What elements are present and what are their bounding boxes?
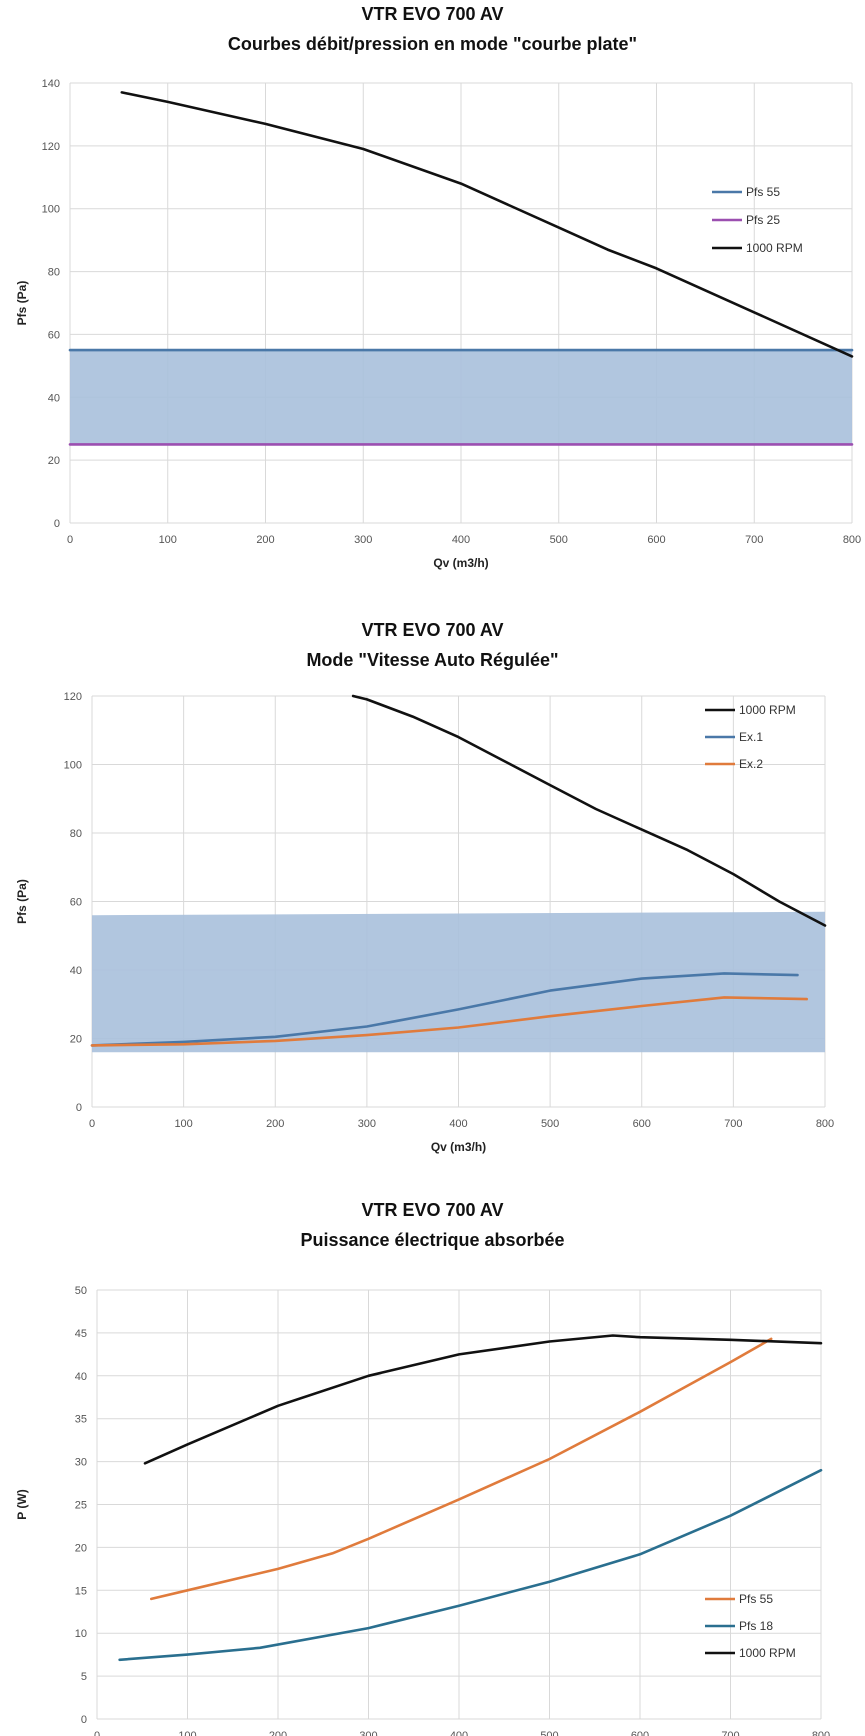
legend-label-2: Ex.2 <box>739 757 763 771</box>
y-tick-label-7: 35 <box>75 1414 87 1426</box>
x-tick-label-0: 0 <box>67 534 73 546</box>
x-tick-label-5: 500 <box>541 1118 559 1130</box>
chart-1-plot: 0 20 40 60 80 100 120 140 0 100 200 300 400 500 600 700… <box>15 78 861 570</box>
chart-2-subtitle: Mode "Vitesse Auto Régulée" <box>306 650 559 670</box>
shaded-band <box>70 350 852 445</box>
legend-label-1: Pfs 25 <box>746 213 780 227</box>
x-tick-label-7: 700 <box>745 534 763 546</box>
x-tick-label-7: 700 <box>721 1730 739 1736</box>
series-line-2 <box>120 91 854 358</box>
y-tick-label-2: 10 <box>75 1628 87 1640</box>
x-tick-label-4: 400 <box>452 534 470 546</box>
legend-label-1: Ex.1 <box>739 730 763 744</box>
chart-1-title: VTR EVO 700 AV <box>361 4 504 24</box>
x-tick-label-7: 700 <box>724 1118 742 1130</box>
series-line-2 <box>90 996 808 1047</box>
x-tick-label-4: 400 <box>449 1118 467 1130</box>
x-tick-label-5: 500 <box>540 1730 558 1736</box>
series-line-1 <box>90 972 799 1047</box>
x-tick-label-2: 200 <box>269 1730 287 1736</box>
y-tick-label-5: 25 <box>75 1500 87 1512</box>
y-tick-label-5: 100 <box>64 760 82 772</box>
x-tick-label-6: 600 <box>633 1118 651 1130</box>
x-tick-label-5: 500 <box>550 534 568 546</box>
x-tick-label-3: 300 <box>354 534 372 546</box>
series-line-1 <box>118 1468 823 1662</box>
y-tick-label-6: 120 <box>64 691 82 703</box>
x-tick-label-4: 400 <box>450 1730 468 1736</box>
legend: Pfs 55 Pfs 18 1000 RPM <box>705 1592 796 1660</box>
chart-1-subtitle: Courbes débit/pression en mode "courbe p… <box>227 34 638 54</box>
chart-1: VTR EVO 700 AV Courbes débit/pression en… <box>0 0 865 570</box>
chart-2: VTR EVO 700 AV Mode "Vitesse Auto Régulé… <box>0 610 865 1180</box>
y-tick-label-1: 20 <box>70 1034 82 1046</box>
y-axis-title: Pfs (Pa) <box>15 281 29 326</box>
y-tick-label-7: 140 <box>42 78 60 90</box>
y-tick-label-1: 5 <box>81 1671 87 1683</box>
x-axis-title: Qv (m3/h) <box>431 1140 486 1154</box>
legend-label-2: 1000 RPM <box>746 241 803 255</box>
y-tick-label-6: 30 <box>75 1457 87 1469</box>
x-tick-label-1: 100 <box>178 1730 196 1736</box>
x-tick-label-1: 100 <box>159 534 177 546</box>
x-tick-label-6: 600 <box>647 534 665 546</box>
x-tick-label-8: 800 <box>816 1118 834 1130</box>
x-tick-label-0: 0 <box>94 1730 100 1736</box>
chart-3: VTR EVO 700 AV Puissance électrique abso… <box>0 1190 865 1736</box>
legend-label-1: Pfs 18 <box>739 1619 773 1633</box>
y-tick-label-8: 40 <box>75 1371 87 1383</box>
legend-label-0: 1000 RPM <box>739 703 796 717</box>
legend: 1000 RPM Ex.1 Ex.2 <box>705 703 796 771</box>
y-tick-label-3: 60 <box>70 897 82 909</box>
legend-label-2: 1000 RPM <box>739 1646 796 1660</box>
x-axis-title: Qv (m3/h) <box>433 556 488 570</box>
x-tick-label-0: 0 <box>89 1118 95 1130</box>
legend: Pfs 55 Pfs 25 1000 RPM <box>712 185 803 255</box>
chart-2-title: VTR EVO 700 AV <box>361 620 504 640</box>
x-tick-label-3: 300 <box>358 1118 376 1130</box>
y-tick-label-3: 60 <box>48 329 60 341</box>
legend-label-0: Pfs 55 <box>739 1592 773 1606</box>
y-tick-label-9: 45 <box>75 1328 87 1340</box>
y-tick-label-4: 80 <box>48 267 60 279</box>
y-tick-label-4: 20 <box>75 1542 87 1554</box>
x-tick-label-8: 800 <box>812 1730 830 1736</box>
y-tick-label-10: 50 <box>75 1285 87 1297</box>
legend-label-0: Pfs 55 <box>746 185 780 199</box>
x-tick-label-1: 100 <box>174 1118 192 1130</box>
y-tick-label-1: 20 <box>48 455 60 467</box>
y-tick-label-0: 0 <box>76 1102 82 1114</box>
y-tick-label-0: 0 <box>54 518 60 530</box>
x-tick-label-6: 600 <box>631 1730 649 1736</box>
chart-3-subtitle: Puissance électrique absorbée <box>300 1230 565 1250</box>
y-tick-label-3: 15 <box>75 1585 87 1597</box>
x-tick-label-2: 200 <box>266 1118 284 1130</box>
shaded-band <box>92 911 825 1053</box>
series-line-0 <box>351 694 827 927</box>
y-tick-label-4: 80 <box>70 828 82 840</box>
series-line-2 <box>143 1334 823 1465</box>
y-axis-title: P (W) <box>15 1489 29 1519</box>
y-tick-label-2: 40 <box>70 965 82 977</box>
x-tick-label-2: 200 <box>256 534 274 546</box>
y-tick-label-6: 120 <box>42 141 60 153</box>
chart-2-plot: 0 20 40 60 80 100 120 0 100 200 300 400 500 600 700 800… <box>15 691 834 1154</box>
y-tick-label-5: 100 <box>42 204 60 216</box>
y-tick-label-2: 40 <box>48 392 60 404</box>
series-line-0 <box>150 1337 773 1601</box>
chart-3-title: VTR EVO 700 AV <box>361 1200 504 1220</box>
y-axis-title: Pfs (Pa) <box>15 879 29 924</box>
y-tick-label-0: 0 <box>81 1714 87 1726</box>
x-tick-label-8: 800 <box>843 534 861 546</box>
x-tick-label-3: 300 <box>359 1730 377 1736</box>
